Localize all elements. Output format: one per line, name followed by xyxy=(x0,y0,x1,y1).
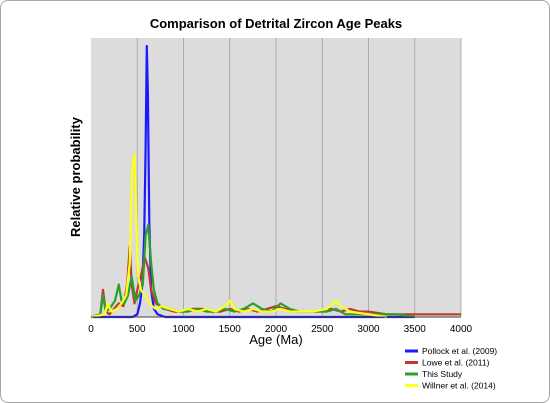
x-tick-label-500: 500 xyxy=(129,324,146,335)
grid-lines xyxy=(136,38,462,317)
legend-label-0: Pollock et al. (2009) xyxy=(422,346,497,356)
chart-title: Comparison of Detrital Zircon Age Peaks xyxy=(150,16,402,31)
series-line-3 xyxy=(90,153,388,319)
x-tick-label-0: 0 xyxy=(88,324,94,335)
legend-label-2: This Study xyxy=(422,369,463,379)
y-axis-label: Relative probability xyxy=(68,116,83,237)
x-tick-label-1500: 1500 xyxy=(219,324,242,335)
legend-label-3: Willner et al. (2014) xyxy=(422,381,496,391)
x-tick-label-4000: 4000 xyxy=(450,324,473,335)
x-axis-ticks: 0 500 1000 1500 2000 2500 3000 3500 4000 xyxy=(88,324,472,335)
x-tick-label-2000: 2000 xyxy=(265,324,288,335)
x-tick-label-2500: 2500 xyxy=(311,324,334,335)
x-tick-label-3500: 3500 xyxy=(404,324,427,335)
x-axis-label: Age (Ma) xyxy=(249,332,302,347)
x-tick-label-3000: 3000 xyxy=(357,324,380,335)
legend: Pollock et al. (2009) Lowe et al. (2011)T… xyxy=(405,346,497,391)
legend-label-1: Lowe et al. (2011) xyxy=(422,358,490,368)
x-tick-label-1000: 1000 xyxy=(172,324,195,335)
